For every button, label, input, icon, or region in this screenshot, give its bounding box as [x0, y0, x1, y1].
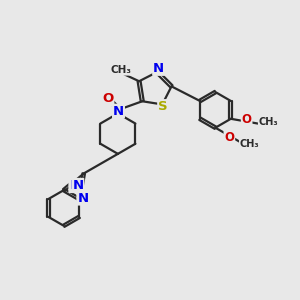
Text: O: O	[242, 113, 252, 126]
Text: O: O	[224, 131, 234, 144]
Text: CH₃: CH₃	[259, 118, 278, 128]
Text: N: N	[113, 105, 124, 118]
Text: S: S	[158, 100, 168, 113]
Text: CH₃: CH₃	[110, 65, 131, 75]
Text: N: N	[72, 179, 83, 192]
Text: CH₃: CH₃	[240, 139, 259, 149]
Text: N: N	[153, 62, 164, 75]
Text: N: N	[77, 192, 88, 205]
Text: O: O	[102, 92, 113, 106]
Text: N: N	[69, 179, 80, 192]
